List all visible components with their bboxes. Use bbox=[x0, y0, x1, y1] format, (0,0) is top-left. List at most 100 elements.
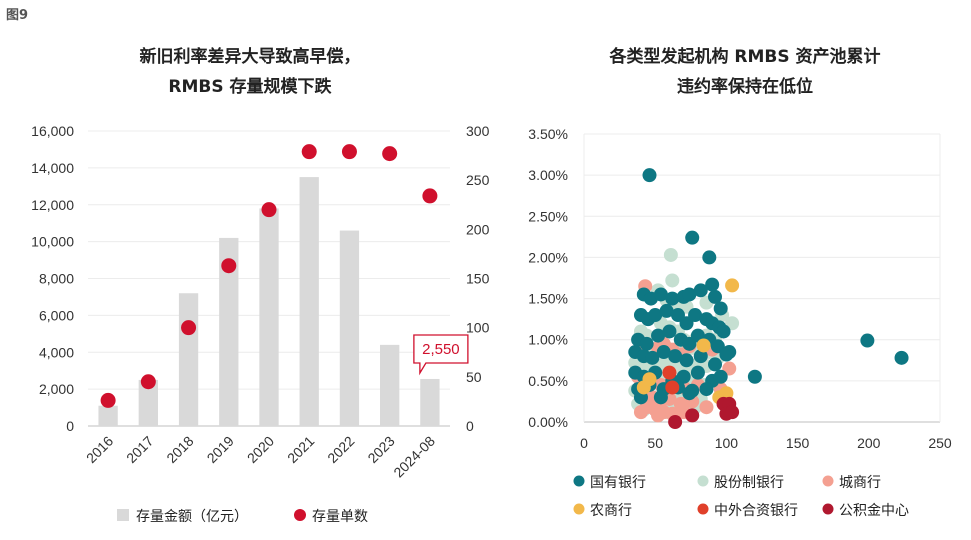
x-tick-label-2023: 2023 bbox=[364, 433, 397, 466]
bar-2021 bbox=[299, 177, 319, 426]
scatter-point-国有银行-6 bbox=[653, 287, 668, 302]
legend-swatch-bar bbox=[117, 509, 129, 521]
figure-label: 图9 bbox=[6, 8, 29, 23]
scatter-point-国有银行-49 bbox=[690, 365, 705, 380]
bar-2018 bbox=[178, 293, 199, 426]
scatter-x-tick-label: 250 bbox=[928, 435, 952, 451]
scatter-y-tick-label: 1.50% bbox=[528, 291, 568, 307]
right-y-tick-label: 150 bbox=[466, 271, 490, 287]
scatter-point-国有银行-39 bbox=[679, 353, 694, 368]
left-y-tick-label: 14,000 bbox=[31, 160, 74, 176]
scatter-point-农商行-0 bbox=[725, 278, 740, 293]
scatter-point-国有银行-12 bbox=[713, 301, 728, 316]
dot-2022 bbox=[341, 144, 357, 160]
right-chart-title-line-2: 违约率保持在低位 bbox=[677, 77, 813, 97]
scatter-legend-swatch-1 bbox=[697, 475, 709, 487]
dot-2017 bbox=[140, 374, 156, 390]
scatter-point-国有银行-26 bbox=[651, 328, 666, 343]
scatter-point-国有银行-37 bbox=[656, 345, 671, 360]
left-y-tick-label: 2,000 bbox=[39, 381, 74, 397]
dot-2020 bbox=[261, 202, 277, 218]
right-y-tick-label: 300 bbox=[466, 123, 490, 139]
scatter-point-城商行-29 bbox=[651, 408, 666, 423]
x-tick-label-2017: 2017 bbox=[123, 433, 156, 466]
scatter-point-国有银行-61 bbox=[860, 333, 875, 348]
scatter-point-国有银行-25 bbox=[639, 336, 654, 351]
left-y-tick-label: 4,000 bbox=[39, 344, 74, 360]
scatter-point-股份制银行-1 bbox=[665, 273, 680, 288]
scatter-y-tick-label: 2.50% bbox=[528, 208, 568, 224]
x-tick-label-2024-08: 2024-08 bbox=[390, 433, 438, 481]
dot-2023 bbox=[382, 146, 398, 162]
x-tick-label-2021: 2021 bbox=[284, 433, 317, 466]
legend-swatch-dot bbox=[294, 509, 306, 521]
scatter-point-国有银行-62 bbox=[894, 350, 909, 365]
scatter-point-国有银行-3 bbox=[705, 277, 720, 292]
x-tick-label-2022: 2022 bbox=[324, 433, 357, 466]
scatter-legend-label-1: 股份制银行 bbox=[714, 475, 784, 491]
annotation-callout-box bbox=[413, 334, 469, 376]
scatter-legend-label-2: 城商行 bbox=[839, 475, 881, 491]
dot-2016 bbox=[100, 392, 116, 408]
scatter-x-tick-label: 200 bbox=[857, 435, 881, 451]
scatter-point-国有银行-1 bbox=[685, 230, 700, 245]
scatter-point-国有银行-60 bbox=[682, 386, 697, 401]
left-y-tick-label: 12,000 bbox=[31, 197, 74, 213]
scatter-point-国有银行-15 bbox=[648, 308, 663, 323]
scatter-point-国有银行-9 bbox=[682, 287, 697, 302]
scatter-point-国有银行-10 bbox=[693, 283, 708, 298]
right-y-tick-label: 250 bbox=[466, 172, 490, 188]
scatter-y-tick-label: 0.50% bbox=[528, 373, 568, 389]
annotation-callout-text: 2,550 bbox=[422, 341, 460, 358]
scatter-x-tick-label: 150 bbox=[786, 435, 810, 451]
right-y-tick-label: 100 bbox=[466, 320, 490, 336]
scatter-point-国有银行-27 bbox=[662, 324, 677, 339]
x-tick-label-2020: 2020 bbox=[244, 433, 277, 466]
scatter-point-中外合资银行-0 bbox=[662, 365, 677, 380]
scatter-point-城商行-28 bbox=[633, 405, 648, 420]
scatter-legend-label-0: 国有银行 bbox=[590, 475, 646, 491]
scatter-point-城商行-22 bbox=[699, 400, 714, 415]
scatter-point-国有银行-57 bbox=[699, 382, 714, 397]
right-chart-title-line-1: 各类型发起机构 RMBS 资产池累计 bbox=[609, 47, 881, 67]
scatter-legend-label-5: 公积金中心 bbox=[839, 503, 909, 519]
scatter-point-农商行-1 bbox=[696, 338, 711, 353]
scatter-y-tick-label: 3.00% bbox=[528, 167, 568, 183]
scatter-point-国有银行-36 bbox=[645, 350, 660, 365]
scatter-y-tick-label: 2.00% bbox=[528, 249, 568, 265]
scatter-point-公积金中心-1 bbox=[685, 408, 700, 423]
scatter-x-tick-label: 50 bbox=[647, 435, 663, 451]
dot-2024-08 bbox=[422, 188, 438, 204]
bar-2022 bbox=[339, 230, 360, 426]
scatter-point-国有银行-42 bbox=[719, 347, 734, 362]
scatter-point-股份制银行-0 bbox=[663, 247, 678, 262]
left-chart-bar-dot: 0 2,000 4,000 6,000 8,000 10,000 12,000 14,000 1… bbox=[31, 123, 489, 525]
scatter-legend-label-4: 中外合资银行 bbox=[714, 503, 798, 519]
left-y-tick-label: 10,000 bbox=[31, 234, 74, 250]
x-tick-label-2016: 2016 bbox=[83, 433, 116, 466]
scatter-legend-swatch-0 bbox=[573, 475, 585, 487]
bar-2020 bbox=[259, 208, 279, 426]
scatter-x-tick-label: 100 bbox=[715, 435, 739, 451]
scatter-point-农商行-5 bbox=[636, 380, 651, 395]
scatter-point-国有银行-40 bbox=[693, 349, 708, 364]
left-chart-title-line-1: 新旧利率差异大导致高早偿， bbox=[139, 47, 361, 67]
scatter-point-公积金中心-0 bbox=[668, 415, 683, 429]
right-y-tick-label: 200 bbox=[466, 221, 490, 237]
dot-2018 bbox=[181, 320, 197, 336]
right-y-tick-label: 0 bbox=[466, 418, 474, 434]
scatter-legend-swatch-4 bbox=[697, 503, 709, 515]
scatter-point-中外合资银行-1 bbox=[665, 380, 680, 395]
left-chart-title-line-2: RMBS 存量规模下跌 bbox=[168, 77, 332, 97]
x-tick-label-2019: 2019 bbox=[204, 433, 237, 466]
scatter-y-tick-label: 3.50% bbox=[528, 126, 568, 142]
scatter-point-国有银行-19 bbox=[688, 308, 703, 323]
left-chart-title: 新旧利率差异大导致高早偿， RMBS 存量规模下跌 bbox=[90, 42, 410, 102]
scatter-point-国有银行-43 bbox=[747, 369, 762, 384]
bar-2019 bbox=[219, 237, 239, 426]
dot-2019 bbox=[221, 258, 237, 274]
scatter-legend-swatch-3 bbox=[573, 503, 585, 515]
right-y-tick-label: 50 bbox=[466, 369, 482, 385]
scatter-y-tick-label: 1.00% bbox=[528, 332, 568, 348]
right-chart-title: 各类型发起机构 RMBS 资产池累计 违约率保持在低位 bbox=[555, 42, 935, 102]
